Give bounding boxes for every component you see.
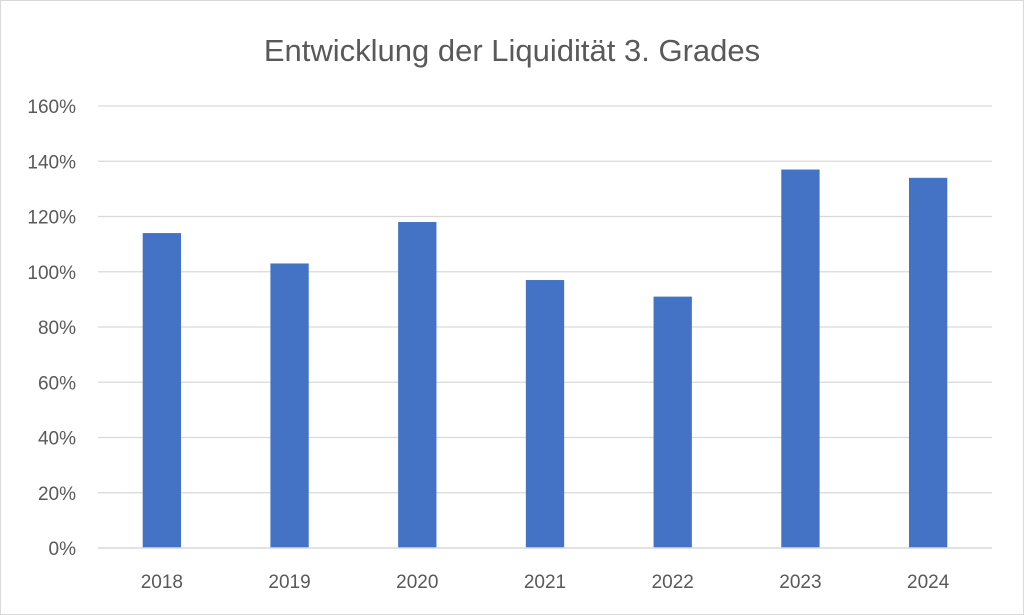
x-tick-label: 2019 <box>268 572 310 593</box>
y-axis-ticks: 0% 20% 40% 60% 80% 100% 120% 140% 160% <box>27 97 76 560</box>
x-axis-ticks: 2018 2019 2020 2021 2022 2023 2024 <box>141 572 950 593</box>
bar-2021 <box>525 280 565 548</box>
bar-2024 <box>908 177 948 548</box>
bar-2020 <box>398 222 437 548</box>
bars <box>142 169 948 548</box>
x-tick-label: 2022 <box>652 572 694 593</box>
bar-2018 <box>142 233 182 548</box>
chart-title: Entwicklung der Liquidität 3. Grades <box>264 33 760 68</box>
bar-2023 <box>781 169 820 548</box>
y-tick-label: 20% <box>38 484 76 505</box>
x-tick-label: 2023 <box>779 572 821 593</box>
bar-2019 <box>270 263 309 548</box>
y-tick-label: 60% <box>38 373 76 394</box>
y-tick-label: 0% <box>49 539 77 560</box>
gridlines <box>98 105 992 494</box>
x-tick-label: 2021 <box>524 572 566 593</box>
y-tick-label: 100% <box>27 263 76 284</box>
bar-2022 <box>653 296 692 548</box>
y-tick-label: 80% <box>38 318 76 339</box>
y-tick-label: 120% <box>27 208 76 229</box>
y-tick-label: 40% <box>38 429 76 450</box>
x-tick-label: 2020 <box>396 572 438 593</box>
y-tick-label: 140% <box>27 152 76 173</box>
y-tick-label: 160% <box>27 97 76 118</box>
x-tick-label: 2018 <box>141 572 183 593</box>
x-tick-label: 2024 <box>907 572 950 593</box>
